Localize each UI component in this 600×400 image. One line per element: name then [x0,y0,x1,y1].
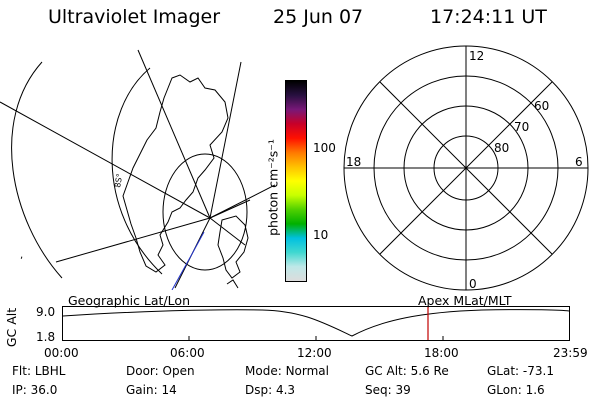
mlat-label-80: 80 [494,141,509,155]
footer-gcalt: GC Alt: 5.6 Re [365,364,449,378]
island-coastline [226,279,239,289]
altitude-xtick-3: 18:00 [424,346,459,360]
footer-flt: Flt: LBHL [12,364,66,378]
altitude-xtick-2: 12:00 [297,346,332,360]
time-label: 17:24:11 UT [430,6,547,28]
altitude-tick-max: 9.0 [36,305,56,319]
date-label: 25 Jun 07 [273,6,364,28]
mlat-label-70: 70 [514,120,529,134]
continent-coastline [122,74,229,273]
orbit-track [171,231,205,290]
colorbar-unit-label: photon cm⁻²s⁻¹ [265,139,281,236]
colorbar [285,80,307,282]
mlt-label-12: 12 [469,49,484,63]
footer-mode: Mode: Normal [245,364,329,378]
mlt-label-0: 0 [469,277,477,291]
footer-gain: Gain: 14 [126,383,177,397]
map-grid-label: 8S° [113,173,124,189]
altitude-plot [62,306,570,341]
polar-plot: 12 18 6 0 60 70 80 [343,45,589,291]
colorbar-tick-10: 10 [313,228,329,242]
map-grid-line [209,199,251,219]
altitude-axis-label: GC Alt [4,307,20,348]
map-grid-line [209,217,246,246]
altitude-xtick-4: 23:59 [553,346,588,360]
island-coastline [217,215,249,279]
polar-axis-diagonal [379,81,553,255]
geo-map-label: Geographic Lat/Lon [68,293,190,308]
colorbar-tick-100: 100 [313,141,336,155]
polar-plot-label: Apex MLat/MLT [418,293,512,308]
map-grid-line [209,61,242,219]
footer-seq: Seq: 39 [365,383,411,397]
mlt-label-18: 18 [346,155,361,169]
altitude-xtick-1: 06:00 [170,346,205,360]
mlat-label-60: 60 [534,99,549,113]
geographic-map: 8S° , [0,49,275,290]
footer-glon: GLon: 1.6 [487,383,545,397]
footer-dsp: Dsp: 4.3 [245,383,296,397]
map-lon-arc [111,67,163,275]
map-grid-line [137,49,211,219]
altitude-tick-min: 1.8 [36,330,56,344]
footer-glat: GLat: -73.1 [487,364,554,378]
footer-door: Door: Open [126,364,195,378]
altitude-xtick-0: 00:00 [44,346,79,360]
map-corner-mark: , [20,250,23,261]
mlt-label-6: 6 [575,155,583,169]
map-lat-arc [11,61,63,279]
altitude-curve [62,309,570,337]
map-lat-circle [162,153,248,271]
instrument-title: Ultraviolet Imager [48,6,221,28]
map-grid-line [55,217,211,263]
footer-ip: IP: 36.0 [12,383,58,397]
